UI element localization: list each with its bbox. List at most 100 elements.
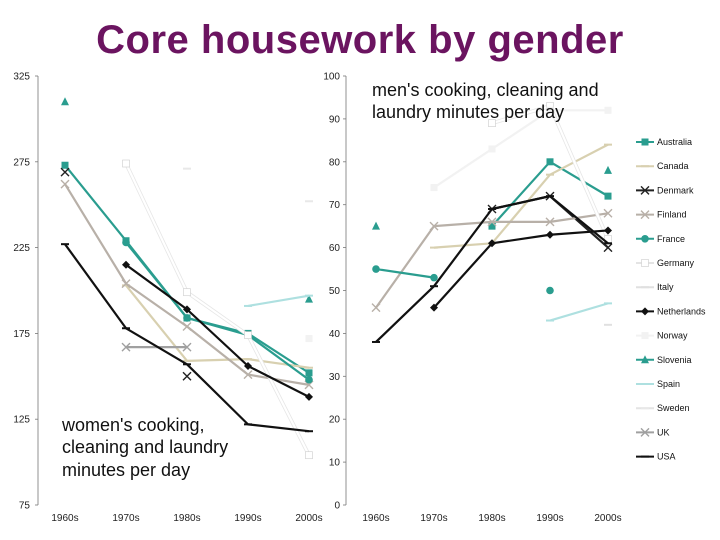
panel-divider (346, 76, 356, 505)
women-x-tick-label: 2000s (295, 513, 322, 524)
line-netherlands (433, 229, 609, 309)
plot-background (346, 76, 356, 505)
legend-label: Denmark (657, 185, 694, 195)
marker-australia (61, 161, 69, 169)
marker-netherlands (430, 303, 438, 312)
legend: Australia Canada Denmark Finland France Germa… (636, 137, 706, 462)
legend-label: Netherlands (657, 306, 706, 316)
marker-legend-uk (640, 427, 650, 437)
men-x-tick-label: 2000s (594, 513, 621, 524)
legend-item-finland: Finland (636, 210, 687, 220)
marker-france (430, 273, 438, 282)
marker-finland (243, 370, 253, 380)
marker-germany (183, 288, 191, 297)
women-x-tick-label: 1970s (112, 513, 139, 524)
women-series-usa (61, 243, 313, 433)
men-series-france (372, 265, 554, 295)
women-series-finland (60, 179, 314, 390)
legend-item-germany: Germany (636, 258, 695, 268)
men-series-australia (488, 158, 612, 230)
marker-slovenia (372, 221, 380, 230)
legend-item-denmark: Denmark (636, 185, 694, 195)
legend-item-netherlands: Netherlands (636, 306, 706, 316)
legend-label: Germany (657, 258, 695, 268)
marker-finland (60, 179, 70, 189)
women-series-australia (61, 161, 313, 377)
marker-netherlands (488, 239, 496, 248)
men-y-tick-label: 10 (329, 458, 341, 469)
men-y-tick-label: 30 (329, 372, 341, 383)
marker-germany (305, 451, 313, 460)
women-x-tick-label: 1960s (51, 513, 78, 524)
men-panel-label-line1: men's cooking, cleaning and (372, 80, 599, 100)
women-series-france (122, 238, 313, 384)
men-series-usa (372, 195, 612, 343)
marker-norway (430, 184, 438, 192)
marker-denmark (182, 371, 192, 381)
marker-australia (488, 222, 496, 230)
marker-slovenia (604, 165, 612, 174)
men-y-tick-label: 0 (334, 501, 340, 512)
marker-slovenia (305, 294, 313, 303)
men-series-finland (371, 208, 613, 313)
men-series-spain (546, 302, 612, 322)
men-panel-label-line2: laundry minutes per day (372, 102, 564, 122)
men-y-tick-label: 40 (329, 329, 341, 340)
marker-uk (182, 342, 192, 352)
women-series-denmark (60, 167, 192, 381)
women-x-tick-label: 1980s (173, 513, 200, 524)
marker-finland (429, 221, 439, 231)
marker-denmark (60, 167, 70, 177)
legend-label: Australia (657, 137, 692, 147)
men-y-tick-label: 90 (329, 114, 341, 125)
marker-france (546, 286, 554, 295)
legend-label: Norway (657, 331, 688, 341)
marker-germany (122, 159, 130, 168)
men-y-tick-label: 60 (329, 243, 341, 254)
women-y-tick-label: 325 (13, 72, 30, 83)
marker-finland (121, 279, 131, 289)
line-france (125, 241, 310, 381)
legend-item-usa: USA (636, 452, 676, 462)
women-y-tick-label: 225 (13, 243, 30, 254)
legend-label: Sweden (657, 403, 690, 413)
men-y-tick-label: 70 (329, 200, 341, 211)
line-germany (491, 104, 610, 240)
men-series-netherlands (430, 226, 612, 312)
marker-netherlands (604, 226, 612, 235)
line-canada (125, 284, 310, 369)
marker-australia (604, 192, 612, 200)
series-layer (60, 97, 613, 460)
marker-france (305, 375, 313, 384)
marker-legend-finland (640, 210, 650, 220)
men-x-tick-label: 1990s (536, 513, 563, 524)
legend-item-norway: Norway (636, 331, 688, 341)
legend-label: Slovenia (657, 355, 692, 365)
legend-label: Spain (657, 379, 680, 389)
legend-label: Finland (657, 210, 687, 220)
marker-finland (603, 208, 613, 218)
men-y-tick-label: 100 (323, 72, 340, 83)
marker-legend-denmark (640, 185, 650, 195)
legend-label: Italy (657, 282, 674, 292)
men-series-norway (430, 106, 612, 192)
men-x-tick-label: 1970s (420, 513, 447, 524)
women-series-sweden (183, 167, 313, 203)
women-panel-label-line3: minutes per day (62, 460, 190, 480)
marker-finland (182, 322, 192, 332)
line-canada (433, 143, 609, 249)
marker-netherlands (244, 362, 252, 371)
marker-legend-germany (641, 259, 649, 267)
men-y-tick-label: 20 (329, 415, 341, 426)
men-y-tick-label: 50 (329, 286, 341, 297)
marker-norway (305, 335, 313, 343)
line-halo-germany (491, 103, 610, 240)
line-spain (247, 294, 310, 308)
legend-item-australia: Australia (636, 137, 692, 147)
men-y-tick-label: 80 (329, 157, 341, 168)
page-title: Core housework by gender (96, 18, 624, 62)
marker-norway (546, 106, 554, 114)
women-y-tick-label: 75 (19, 501, 31, 512)
legend-item-italy: Italy (636, 282, 674, 292)
